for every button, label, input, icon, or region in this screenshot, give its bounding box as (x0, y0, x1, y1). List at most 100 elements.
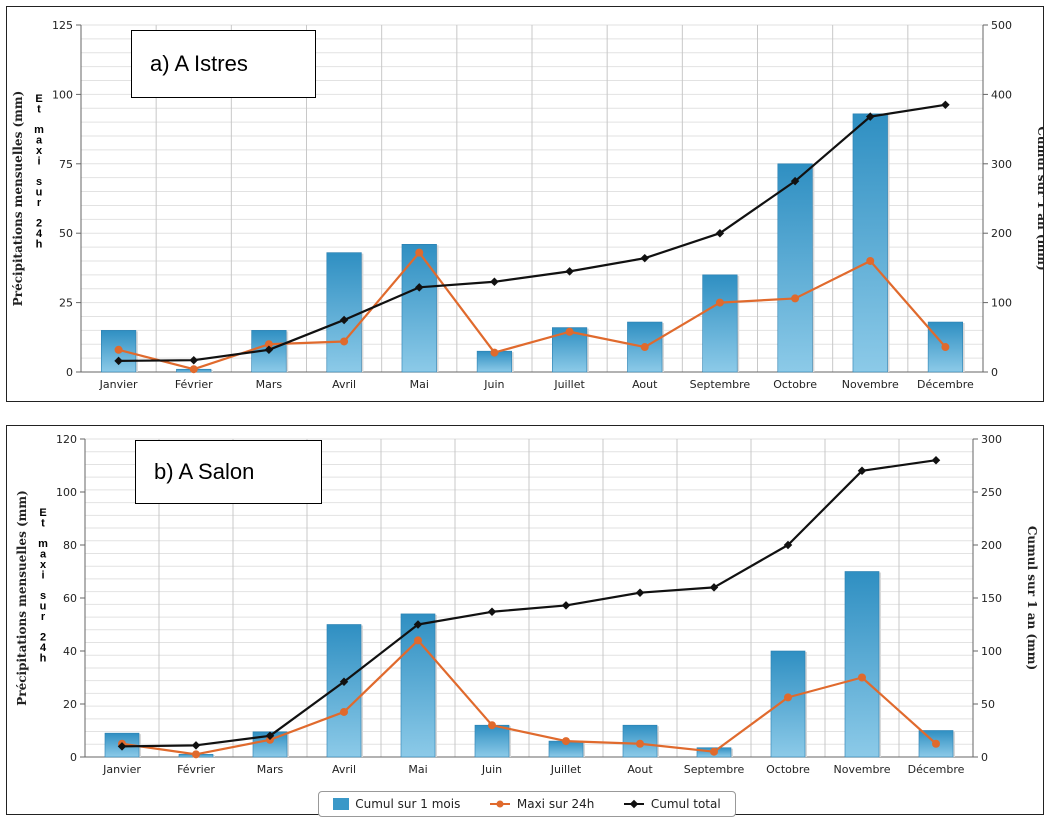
y-axis-title-extra-letter: h (40, 653, 47, 665)
bar (401, 244, 437, 373)
x-tick-label: Avril (332, 378, 356, 391)
cumul-total-point (339, 677, 349, 686)
maxi-24h-point (932, 739, 940, 748)
maxi-24h-point (340, 337, 349, 346)
bar (474, 724, 510, 758)
panel-title-istres: a) A Istres (131, 30, 316, 98)
y-axis-title-extra-letter: 2 (40, 632, 46, 644)
y-tick-label: 20 (63, 698, 77, 711)
y2-axis-title: Cumul sur 1 an (mm) (1025, 526, 1039, 670)
maxi-24h-point (414, 636, 422, 645)
cumul-total-point (561, 601, 571, 610)
legend-line-marker-black (623, 799, 644, 809)
y2-tick-label: 150 (981, 592, 1002, 605)
cumul-total-point (191, 741, 201, 750)
x-tick-label: Mai (410, 378, 429, 391)
y-tick-label: 60 (63, 592, 77, 605)
y-axis-title-extra-letter: s (36, 176, 42, 188)
maxi-24h-point (488, 721, 496, 730)
x-tick-label: Juin (483, 378, 504, 391)
y-axis-title-extra-letter: 4 (36, 228, 43, 240)
bar (852, 113, 888, 373)
y2-tick-label: 0 (991, 366, 998, 379)
cumul-total-point (709, 583, 719, 592)
x-tick-label: Janvier (99, 378, 138, 391)
y-axis-title-extra-letter: r (41, 611, 46, 623)
y-axis-title-extra-letter: E (35, 93, 42, 105)
y2-tick-label: 200 (981, 539, 1002, 552)
chart-panel-salon: 0 20 40 60 80 100 120 0 50 100 150 200 250 300 Janvier… (6, 425, 1044, 815)
maxi-24h-point (189, 365, 198, 374)
maxi-24h-point (636, 739, 644, 748)
legend-label: Cumul sur 1 mois (355, 797, 461, 811)
bar (777, 163, 813, 373)
y-axis-title-extra-letter: t (37, 104, 41, 116)
x-tick-label: Octobre (773, 378, 817, 391)
maxi-24h-point (192, 750, 200, 759)
legend-item-maxi[interactable]: Maxi sur 24h (489, 797, 594, 811)
y-axis-title-extra-letter: x (36, 145, 43, 157)
y2-tick-label: 50 (981, 698, 995, 711)
y-tick-label: 25 (59, 297, 73, 310)
y-axis-title-extra-letter: t (41, 518, 45, 530)
x-tick-label: Février (175, 378, 213, 391)
legend-item-cumul-total[interactable]: Cumul total (623, 797, 721, 811)
maxi-24h-point (565, 327, 574, 336)
y2-tick-label: 0 (981, 751, 988, 764)
y-tick-label: 75 (59, 158, 73, 171)
y-tick-label: 40 (63, 645, 77, 658)
y-tick-label: 100 (52, 88, 73, 101)
x-tick-label: Février (177, 763, 215, 776)
maxi-24h-point (784, 693, 792, 702)
x-tick-label: Décembre (917, 378, 974, 391)
y-tick-label: 125 (52, 19, 73, 32)
legend-label: Cumul total (650, 797, 721, 811)
legend-item-cumul-mois[interactable]: Cumul sur 1 mois (333, 797, 460, 811)
y-axis-title-extra-letter: u (36, 187, 43, 199)
y-axis-title-extra-letter: 2 (36, 218, 42, 230)
chart-panel-istres: 0 25 50 75 100 125 0 100 200 300 400 500 Janvier Févr… (6, 6, 1044, 402)
y-axis-title: Précipitations mensuelles (mm) (15, 490, 29, 705)
y2-tick-label: 400 (991, 88, 1012, 101)
maxi-24h-point (858, 673, 866, 682)
x-tick-label: Novembre (842, 378, 899, 391)
cumul-total-point (487, 607, 497, 617)
y-tick-label: 120 (56, 433, 77, 446)
x-tick-label: Mars (256, 378, 283, 391)
y2-tick-label: 500 (991, 19, 1012, 32)
chart-legend: Cumul sur 1 mois Maxi sur 24h Cumul tota… (318, 791, 736, 817)
maxi-24h-point (562, 737, 570, 746)
cumul-total-point (189, 355, 198, 365)
bar (702, 274, 738, 373)
y-axis-title-extra-letter: a (36, 135, 43, 147)
y-axis-title-extra-letter: m (38, 538, 48, 550)
maxi-24h-line (121, 639, 937, 756)
cumul-total-point (941, 100, 950, 110)
y-axis-title-extra-letter: u (40, 601, 47, 613)
x-tick-label: Septembre (684, 763, 745, 776)
cumul-total-point (490, 277, 499, 287)
y-axis-title-extra-letter: i (37, 156, 40, 168)
y2-tick-label: 300 (981, 433, 1002, 446)
y-axis-title-extra-letter: a (40, 549, 47, 561)
y-axis-title-extra-letter: x (40, 559, 47, 571)
maxi-24h-point (866, 256, 875, 265)
bar (844, 571, 880, 758)
y2-tick-label: 200 (991, 227, 1012, 240)
x-tick-label: Octobre (766, 763, 810, 776)
y2-axis-title: Cumul sur 1 an (mm) (1035, 126, 1043, 270)
cumul-total-point (413, 620, 423, 629)
maxi-24h-point (264, 340, 273, 349)
y-axis-title-extra-letter: E (39, 507, 46, 519)
chart-salon: 0 20 40 60 80 100 120 0 50 100 150 200 250 300 Janvier… (15, 433, 1039, 776)
maxi-24h-point (715, 298, 724, 307)
cumul-total-point (339, 315, 349, 325)
cumul-total-point (931, 455, 941, 465)
y-tick-label: 80 (63, 539, 77, 552)
cumul-total-point (264, 345, 274, 355)
legend-label: Maxi sur 24h (516, 797, 595, 811)
y-axis-title-extra-letter: 4 (40, 642, 47, 654)
x-tick-label: Septembre (690, 378, 751, 391)
bar (400, 613, 436, 758)
y2-tick-label: 250 (981, 486, 1002, 499)
